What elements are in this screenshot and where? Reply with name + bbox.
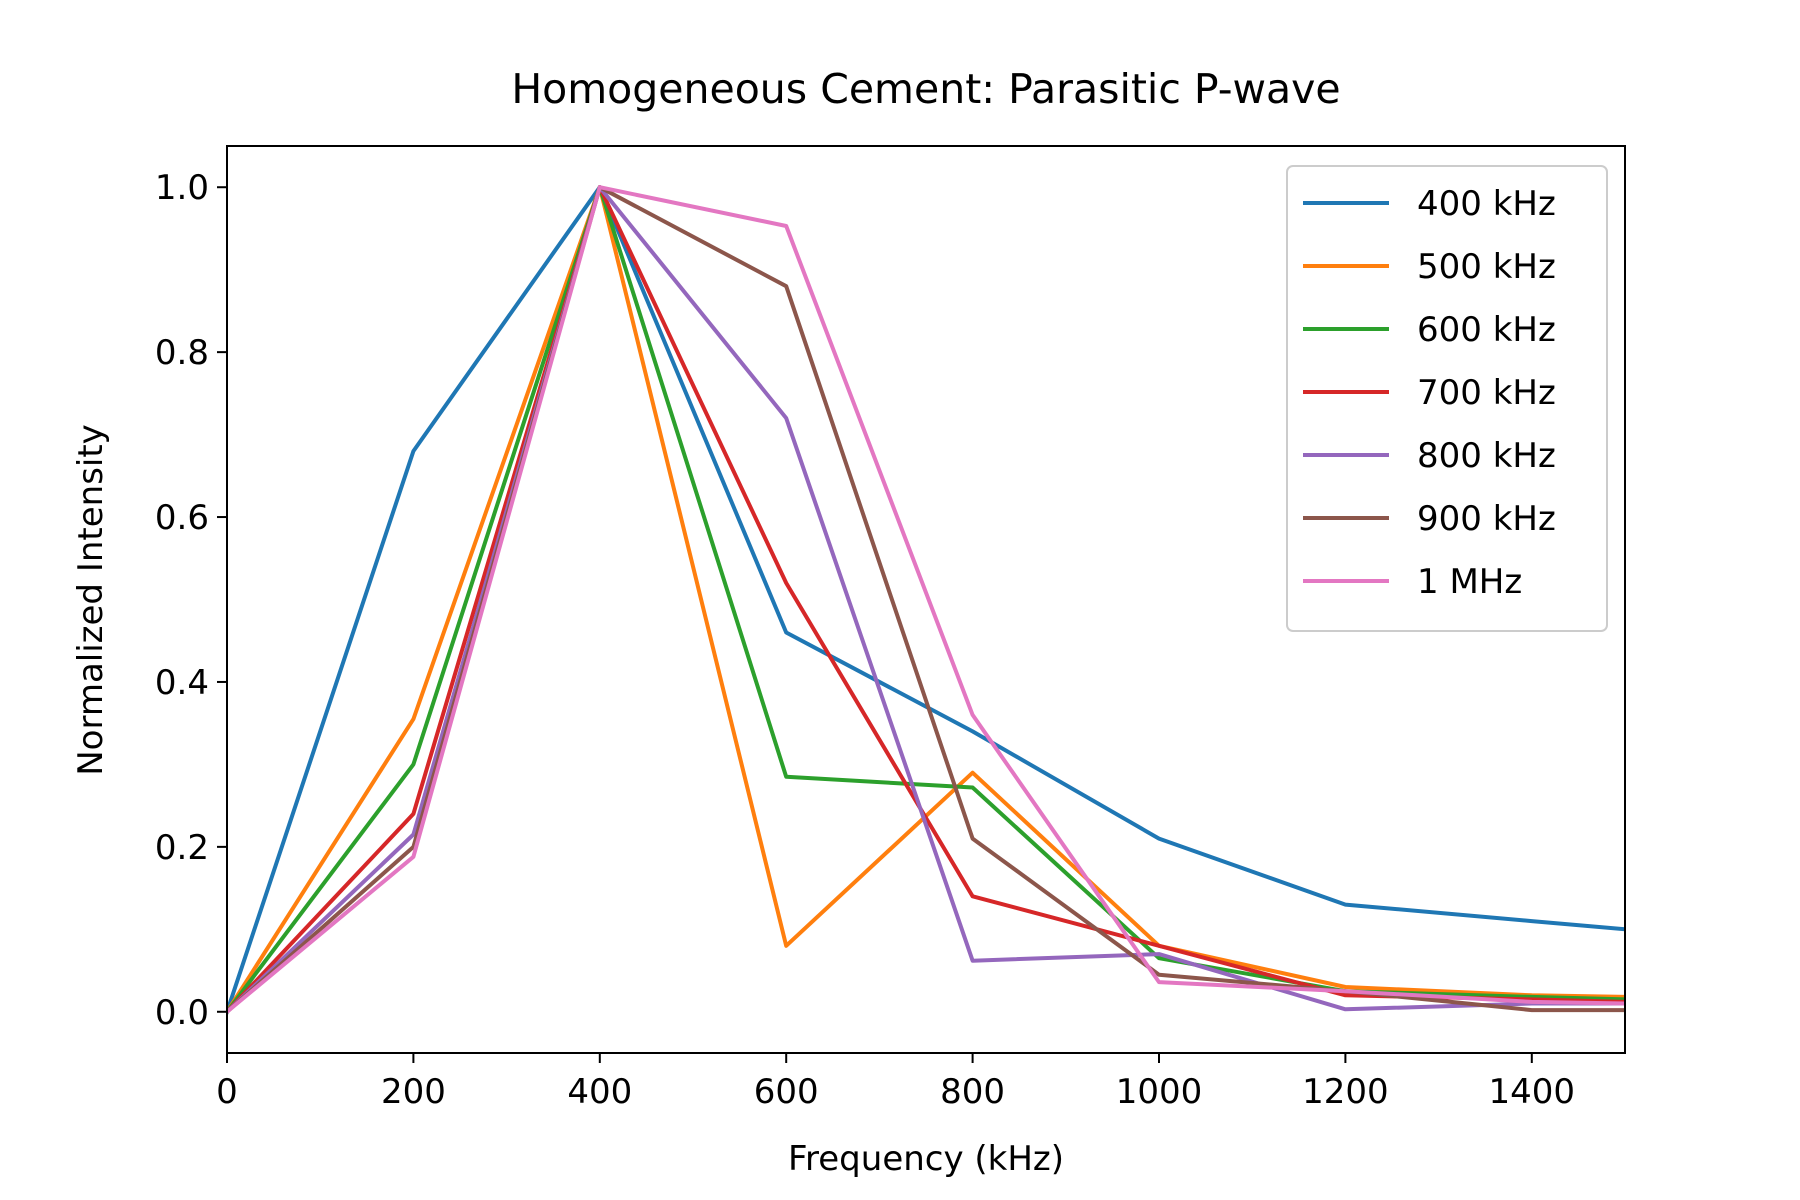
x-tick-label: 0 xyxy=(216,1072,238,1112)
legend-label: 900 kHz xyxy=(1417,499,1556,539)
chart-title: Homogeneous Cement: Parasitic P-wave xyxy=(511,65,1340,113)
x-axis-label: Frequency (kHz) xyxy=(788,1139,1064,1179)
y-tick-label: 0.2 xyxy=(155,828,209,868)
x-axis-ticks: 0 200 400 600 800 1000 1200 1400 xyxy=(216,1053,1575,1112)
x-tick-label: 200 xyxy=(381,1072,446,1112)
x-tick-label: 1200 xyxy=(1302,1072,1389,1112)
series-line-600-khz xyxy=(227,185,1625,1015)
x-tick-label: 1400 xyxy=(1489,1072,1576,1112)
y-axis-label: Normalized Intensity xyxy=(71,424,111,776)
series-line-1-mhz xyxy=(227,185,1625,1015)
y-axis-ticks: 0.0 0.2 0.4 0.6 0.8 1.0 xyxy=(155,168,227,1033)
legend-label: 600 kHz xyxy=(1417,310,1556,350)
series-line-500-khz xyxy=(227,185,1625,1015)
y-tick-label: 0.6 xyxy=(155,498,209,538)
y-tick-label: 0.4 xyxy=(155,663,209,703)
legend-label: 400 kHz xyxy=(1417,184,1556,224)
y-tick-label: 0.0 xyxy=(155,993,209,1033)
x-tick-label: 600 xyxy=(754,1072,819,1112)
legend-frame xyxy=(1286,165,1608,632)
y-tick-label: 0.8 xyxy=(155,333,209,373)
series-layer xyxy=(227,185,1625,1015)
legend-label: 700 kHz xyxy=(1417,373,1556,413)
series-line-400-khz xyxy=(227,185,1625,1015)
x-tick-label: 400 xyxy=(567,1072,632,1112)
x-tick-label: 1000 xyxy=(1116,1072,1203,1112)
y-tick-label: 1.0 xyxy=(155,168,209,208)
legend-label: 500 kHz xyxy=(1417,247,1556,287)
legend-label: 800 kHz xyxy=(1417,436,1556,476)
legend-label: 1 MHz xyxy=(1417,562,1522,602)
legend: 400 kHz 500 kHz 600 kHz 700 kHz 800 kHz 900 k… xyxy=(1286,165,1608,632)
x-tick-label: 800 xyxy=(940,1072,1005,1112)
plot-frame xyxy=(226,145,1626,1054)
